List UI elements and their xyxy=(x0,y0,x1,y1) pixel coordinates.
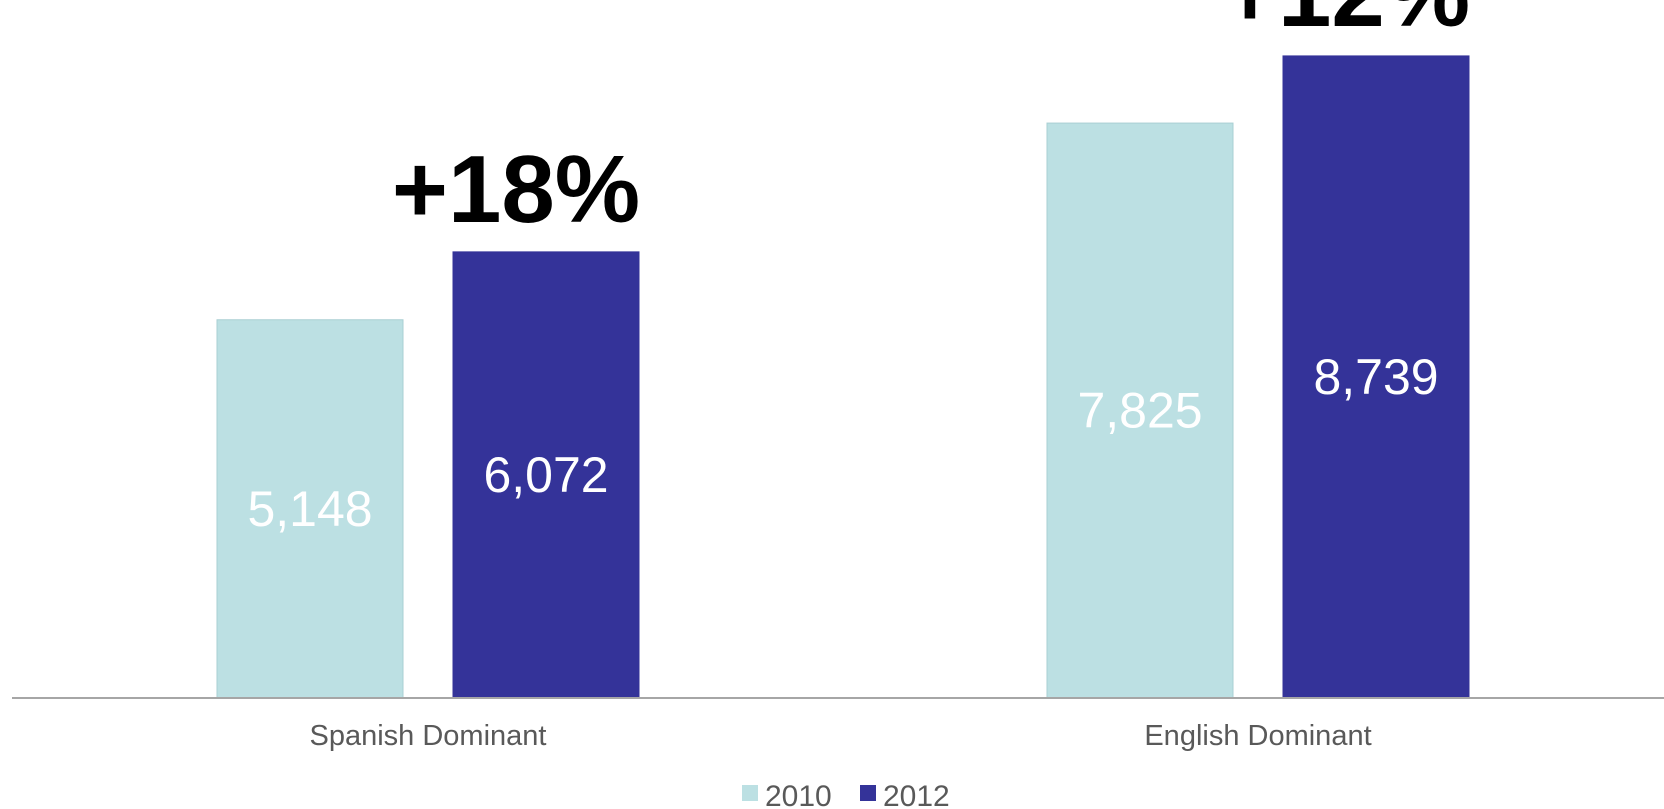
bars-group xyxy=(216,55,1470,699)
value-label-2012-1: 8,739 xyxy=(1313,349,1438,405)
bar-2012-0 xyxy=(452,251,640,699)
category-labels-group: Spanish Dominant English Dominant xyxy=(310,720,1372,752)
value-label-2010-0: 5,148 xyxy=(247,481,372,537)
category-label-1: English Dominant xyxy=(1144,720,1371,752)
legend-label-2010: 2010 xyxy=(765,780,832,809)
bar-2010-0 xyxy=(216,319,404,699)
value-label-2010-1: 7,825 xyxy=(1077,383,1202,439)
growth-labels-group: +18% +12% xyxy=(392,0,1470,243)
growth-annotation-0: +18% xyxy=(392,136,640,243)
bar-2010-1 xyxy=(1046,122,1234,699)
category-label-0: Spanish Dominant xyxy=(310,720,547,752)
legend-swatch-2010 xyxy=(742,785,758,801)
legend: 2010 2012 xyxy=(742,780,950,809)
value-labels-group: 5,148 6,072 7,825 8,739 xyxy=(247,349,1438,537)
legend-swatch-2012 xyxy=(860,785,876,801)
growth-annotation-1: +12% xyxy=(1222,0,1470,47)
legend-label-2012: 2012 xyxy=(883,780,950,809)
value-label-2012-0: 6,072 xyxy=(483,447,608,503)
bar-2012-1 xyxy=(1282,55,1470,699)
